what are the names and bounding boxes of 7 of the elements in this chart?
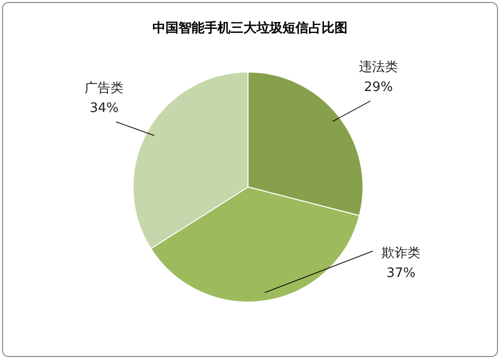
data-label: 34% bbox=[90, 100, 119, 116]
chart-title: 中国智能手机三大垃圾短信占比图 bbox=[152, 20, 348, 36]
slice-label: 广告类 bbox=[84, 80, 124, 96]
data-label: 37% bbox=[386, 266, 416, 281]
slice-label: 欺诈类 bbox=[382, 246, 420, 261]
data-label: 29% bbox=[364, 80, 393, 95]
slice-label: 违法类 bbox=[358, 60, 398, 75]
